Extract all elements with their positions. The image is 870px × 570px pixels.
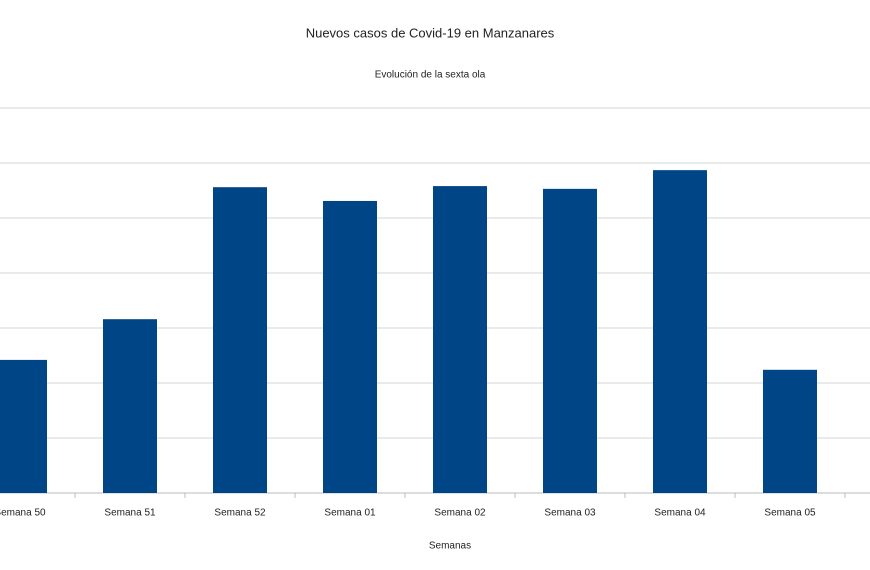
- x-tick-label: Semana 52: [214, 508, 266, 519]
- bar: [433, 186, 487, 493]
- x-tick-label: Semana 03: [544, 508, 596, 519]
- bar: [103, 319, 157, 493]
- bar: [323, 200, 377, 493]
- bar: [213, 187, 267, 493]
- x-tick-label: Semana 02: [434, 508, 486, 519]
- bar: [0, 359, 47, 493]
- x-tick-label: Semana 51: [104, 508, 156, 519]
- bar: [543, 188, 597, 493]
- chart-title: Nuevos casos de Covid-19 en Manzanares: [306, 25, 555, 40]
- x-tick-label: Semana 05: [764, 508, 816, 519]
- x-tick-label: Semana 01: [324, 508, 376, 519]
- bar: [763, 369, 817, 493]
- bar: [653, 170, 707, 493]
- x-axis-title: Semanas: [429, 541, 471, 552]
- x-tick-label: Semana 50: [0, 508, 46, 519]
- x-tick-label: Semana 04: [654, 508, 706, 519]
- chart-subtitle: Evolución de la sexta ola: [375, 70, 486, 81]
